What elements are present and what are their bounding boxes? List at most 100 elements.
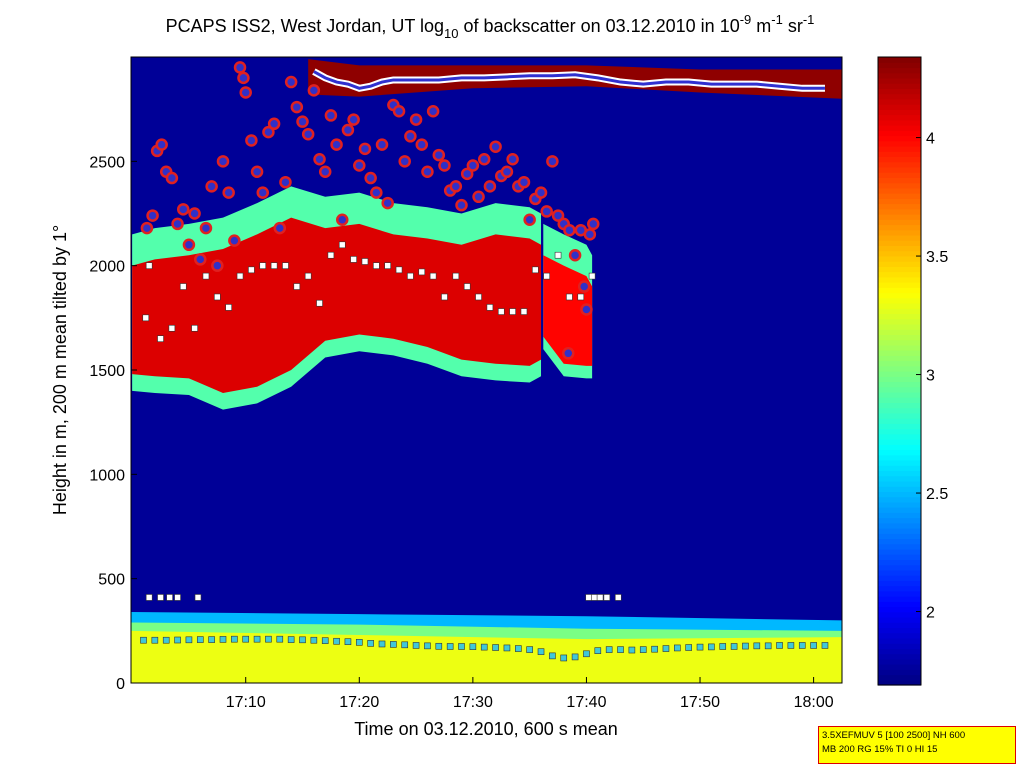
colorbar-step [878, 554, 921, 560]
colorbar-step [878, 517, 921, 524]
field-layer [308, 59, 842, 99]
square-marker [532, 266, 539, 274]
colorbar-step [878, 203, 921, 210]
square-marker [515, 645, 522, 652]
cloud-marker [318, 165, 332, 179]
field [131, 57, 842, 683]
square-marker [248, 266, 255, 274]
colorbar-step [878, 486, 921, 492]
cloud-marker [438, 159, 451, 172]
colorbar-step [878, 407, 921, 414]
y-axis-label: Height in m, 200 m mean tilted by 1° [50, 225, 70, 515]
colorbar-step [878, 166, 921, 173]
cloud-marker [216, 155, 230, 168]
x-tick-label: 17:50 [680, 694, 720, 711]
cloud-marker [233, 61, 247, 74]
colorbar-step [878, 109, 921, 116]
colorbar-step [878, 491, 921, 498]
colorbar-tick-label: 2.5 [926, 486, 948, 503]
cloud-marker [534, 186, 548, 199]
cloud-marker [256, 186, 270, 199]
square-marker [412, 642, 420, 649]
cloud-marker [587, 217, 600, 231]
square-marker [429, 272, 437, 280]
cloud-marker [523, 213, 536, 227]
cloud-marker [250, 165, 264, 179]
colorbar-step [878, 214, 921, 220]
y-tick-label: 1000 [89, 467, 125, 484]
square-marker [810, 642, 817, 649]
colorbar-step [878, 355, 921, 362]
colorbar-step [878, 161, 921, 168]
square-marker [338, 241, 346, 249]
title-part: of backscatter on 03.12.2010 in 10 [459, 16, 740, 36]
colorbar-step [878, 658, 921, 665]
square-marker [316, 299, 323, 307]
colorbar-step [878, 156, 921, 163]
x-tick-label: 17:30 [453, 694, 493, 711]
square-marker [614, 594, 622, 601]
title-part: m [751, 16, 771, 36]
colorbar-step [878, 182, 921, 189]
square-marker [435, 642, 443, 650]
square-marker [282, 262, 289, 269]
square-marker [821, 642, 829, 649]
colorbar-step [878, 271, 921, 278]
square-marker [265, 635, 272, 643]
colorbar-step [878, 88, 921, 95]
colorbar-step [878, 664, 921, 670]
cloud-marker [267, 117, 281, 131]
cloud-marker [540, 205, 553, 218]
square-marker [463, 283, 471, 290]
square-marker [571, 653, 579, 661]
colorbar-step [878, 433, 921, 440]
colorbar-step [878, 402, 921, 409]
field-layer [131, 630, 842, 683]
colorbar-step [878, 496, 921, 503]
colorbar-step [878, 282, 921, 288]
cloud-marker [500, 165, 514, 179]
colorbar-step [878, 145, 921, 152]
square-marker [361, 258, 369, 265]
square-marker [157, 335, 164, 343]
colorbar-step [878, 234, 921, 241]
square-marker [480, 643, 488, 651]
colorbar-step [878, 601, 921, 608]
cloud-marker [392, 105, 406, 118]
x-tick-label: 17:40 [566, 694, 606, 711]
square-marker [605, 646, 613, 653]
colorbar-step [878, 470, 921, 477]
colorbar-step [878, 57, 921, 63]
colorbar-step [878, 318, 921, 325]
square-marker [492, 644, 499, 651]
colorbar-step [878, 261, 921, 267]
colorbar-step [878, 585, 921, 592]
field-layer [132, 217, 542, 393]
cloud-marker [364, 171, 377, 185]
colorbar-step [878, 580, 921, 587]
square-marker [236, 272, 244, 280]
colorbar-step [878, 119, 921, 126]
note-line: 3.5XEFMUV 5 [100 2500] NH 600 [822, 730, 966, 741]
colorbar-step [878, 418, 921, 424]
colorbar-step [878, 606, 921, 613]
square-marker [142, 314, 150, 322]
square-marker [390, 641, 397, 648]
colorbar-step [878, 397, 921, 403]
square-marker [384, 262, 391, 269]
cloud-marker [279, 175, 292, 189]
colorbar-step [878, 67, 921, 74]
cloud-marker [404, 130, 417, 143]
colorbar-step [878, 130, 921, 137]
square-marker [378, 640, 386, 648]
cloud-marker [375, 138, 389, 151]
cloud-marker [449, 180, 463, 193]
square-marker [214, 293, 221, 301]
square-marker [566, 293, 573, 301]
colorbar-step [878, 449, 921, 456]
square-marker [179, 283, 187, 290]
square-marker [719, 643, 727, 650]
colorbar-step [878, 292, 921, 299]
cloud-marker [426, 105, 440, 118]
cloud-marker [273, 221, 287, 235]
